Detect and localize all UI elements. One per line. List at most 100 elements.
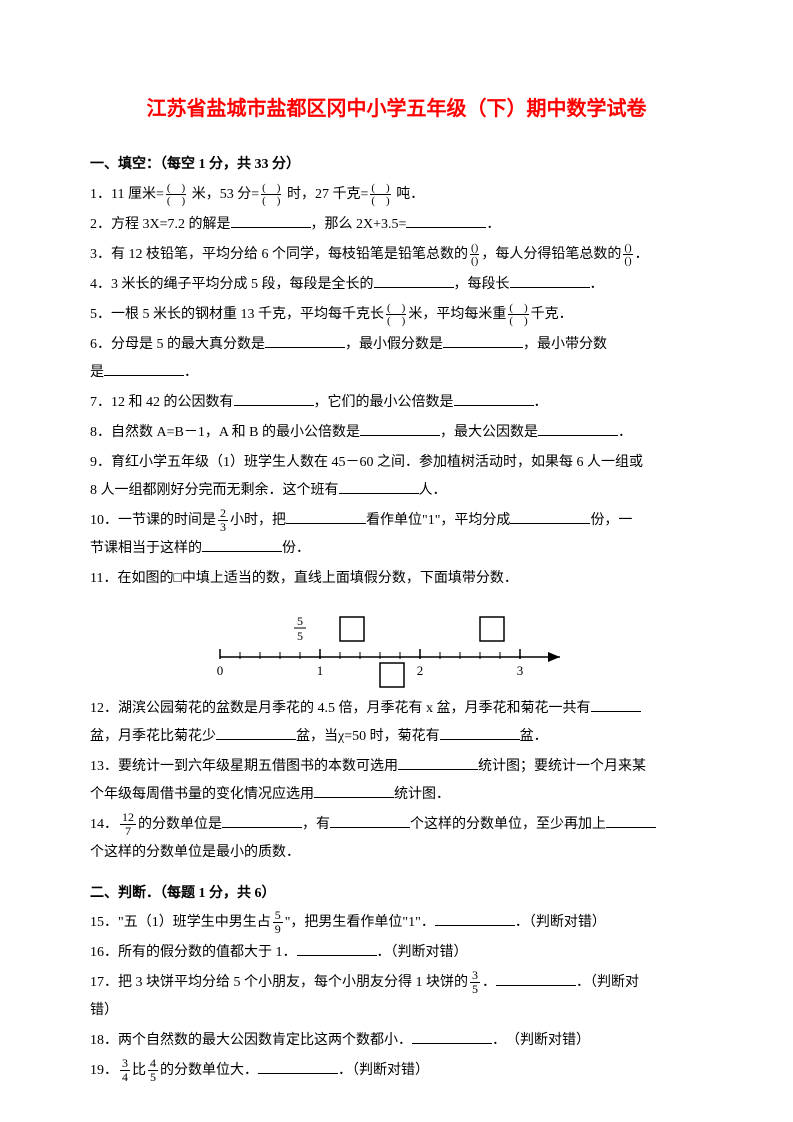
frac-den: 5 (470, 983, 480, 996)
q6-text-e: ． (184, 365, 198, 380)
blank[interactable] (104, 362, 184, 376)
q13: 13．要统计一到六年级星期五借图书的本数可选用统计图；要统计一个月来某 个年级每… (90, 753, 703, 809)
blank[interactable] (538, 422, 618, 436)
q6-text-c: ，最小带分数 (523, 337, 607, 352)
q4-text-b: ，每段长 (454, 277, 510, 292)
q1-text-d: 吨． (393, 187, 425, 202)
q19-text-c: 的分数单位大． (160, 1063, 258, 1078)
q18: 18．两个自然数的最大公因数肯定比这两个数都小．． （判断对错） (90, 1027, 703, 1055)
blank[interactable] (412, 1030, 492, 1044)
blank[interactable] (606, 814, 656, 828)
q18-text-b: ． （判断对错） (492, 1033, 590, 1048)
q14-text-d: 个这样的分数单位，至少再加上 (410, 817, 606, 832)
number-line-figure: 012355 (210, 599, 703, 689)
blank[interactable] (510, 274, 590, 288)
q7-text-b: ，它们的最小公倍数是 (314, 395, 454, 410)
svg-text:5: 5 (297, 629, 303, 643)
blank[interactable] (440, 726, 520, 740)
blank[interactable] (286, 510, 366, 524)
blank[interactable] (258, 1060, 338, 1074)
q17-text-b: ． (482, 975, 496, 990)
frac-num: 4 (148, 1057, 158, 1071)
q2-text-c: ． (486, 217, 500, 232)
frac-den: ( ) (508, 315, 528, 327)
frac-den: () (623, 255, 632, 267)
q10-text-b: 小时，把 (230, 513, 286, 528)
q7-text-a: 7．12 和 42 的公因数有 (90, 395, 234, 410)
page-title: 江苏省盐城市盐都区冈中小学五年级（下）期中数学试卷 (90, 90, 703, 128)
blank[interactable] (496, 972, 576, 986)
q8: 8．自然数 A=B－1，A 和 B 的最小公倍数是 ，最大公因数是 ． (90, 419, 703, 447)
frac-den: ( ) (261, 195, 281, 207)
q10-text-d: 份，一 (590, 513, 632, 528)
q16: 16．所有的假分数的值都大于 1．．（判断对错） (90, 939, 703, 967)
blank[interactable] (222, 814, 302, 828)
blank[interactable] (216, 726, 296, 740)
q3-text-c: ． (635, 247, 649, 262)
q17-text-a: 17．把 3 块饼平均分给 5 个小朋友，每个小朋友分得 1 块饼的 (90, 975, 468, 990)
q12-text-c: 盆，当χ=50 时，菊花有 (296, 729, 440, 744)
q7: 7．12 和 42 的公因数有，它们的最小公倍数是． (90, 389, 703, 417)
blank[interactable] (339, 480, 419, 494)
blank[interactable] (374, 274, 454, 288)
q9-text-a: 9．育红小学五年级（1）班学生人数在 45－60 之间．参加植树活动时，如果每 … (90, 455, 643, 470)
q8-text-a: 8．自然数 A=B－1，A 和 B 的最小公倍数是 (90, 425, 360, 440)
blank[interactable] (265, 334, 345, 348)
q3-text-b: ，每人分得铅笔总数的 (481, 247, 621, 262)
paren-frac: ( )( ) (508, 302, 528, 327)
blank[interactable] (443, 334, 523, 348)
q12-text-d: 盆． (520, 729, 548, 744)
q10-text-f: 份． (282, 541, 310, 556)
q15-text-b: "，把男生看作单位"1"． (285, 915, 435, 930)
frac-den: 9 (273, 923, 283, 936)
paren-frac: ( )( ) (386, 302, 406, 327)
q16-text-b: ．（判断对错） (377, 945, 468, 960)
q3: 3．有 12 枝铅笔，平均分给 6 个同学，每枝铅笔是铅笔总数的()()，每人分… (90, 241, 703, 269)
q5: 5．一根 5 米长的钢材重 13 千克，平均每千克长( )( )米，平均每米重(… (90, 301, 703, 329)
frac-den: ( ) (166, 195, 186, 207)
q6-text-d: 是 (90, 365, 104, 380)
q15-text-a: 15．"五（1）班学生中男生占 (90, 915, 271, 930)
q1-text-c: 时，27 千克= (283, 187, 368, 202)
q4-text-a: 4．3 米长的绳子平均分成 5 段，每段是全长的 (90, 277, 374, 292)
blank[interactable] (398, 756, 478, 770)
q15-text-c: ．（判断对错） (515, 915, 606, 930)
blank[interactable] (231, 214, 311, 228)
paren-frac: ()() (470, 242, 479, 267)
frac-num: ( ) (166, 182, 186, 195)
blank[interactable] (314, 784, 394, 798)
frac-num: ( ) (386, 302, 406, 315)
blank[interactable] (330, 814, 410, 828)
blank[interactable] (510, 510, 590, 524)
q11-text: 11．在如图的□中填上适当的数，直线上面填假分数，下面填带分数． (90, 571, 518, 586)
blank[interactable] (435, 912, 515, 926)
frac-num: 3 (120, 1057, 130, 1071)
blank[interactable] (234, 392, 314, 406)
blank[interactable] (406, 214, 486, 228)
frac-den: 7 (120, 825, 136, 838)
blank[interactable] (202, 538, 282, 552)
frac-2-3: 23 (218, 507, 228, 534)
q10-text-c: 看作单位"1"，平均分成 (366, 513, 510, 528)
paren-frac: ( )( ) (166, 182, 186, 207)
svg-text:0: 0 (217, 663, 224, 678)
q2: 2．方程 3X=7.2 的解是，那么 2X+3.5=． (90, 211, 703, 239)
q14: 14．127的分数单位是，有个这样的分数单位，至少再加上 个这样的分数单位是最小… (90, 811, 703, 867)
frac-12-7: 127 (120, 811, 136, 838)
blank[interactable] (297, 942, 377, 956)
frac-num: 2 (218, 507, 228, 521)
q13-text-b: 统计图；要统计一个月来某 (478, 759, 646, 774)
q13-text-d: 统计图． (394, 787, 450, 802)
frac-den: ( ) (370, 195, 390, 207)
q8-text-b: ，最大公因数是 (440, 425, 538, 440)
q14-text-e: 个这样的分数单位是最小的质数． (90, 845, 300, 860)
svg-text:5: 5 (297, 614, 303, 628)
blank[interactable] (360, 422, 440, 436)
q8-text-c: ． (618, 425, 632, 440)
q10-text-a: 10．一节课的时间是 (90, 513, 216, 528)
section1-header: 一、填空：（每空 1 分，共 33 分） (90, 152, 703, 179)
q14-text-c: ，有 (302, 817, 330, 832)
q19-text-a: 19． (90, 1063, 118, 1078)
blank[interactable] (454, 392, 534, 406)
blank[interactable] (591, 698, 641, 712)
